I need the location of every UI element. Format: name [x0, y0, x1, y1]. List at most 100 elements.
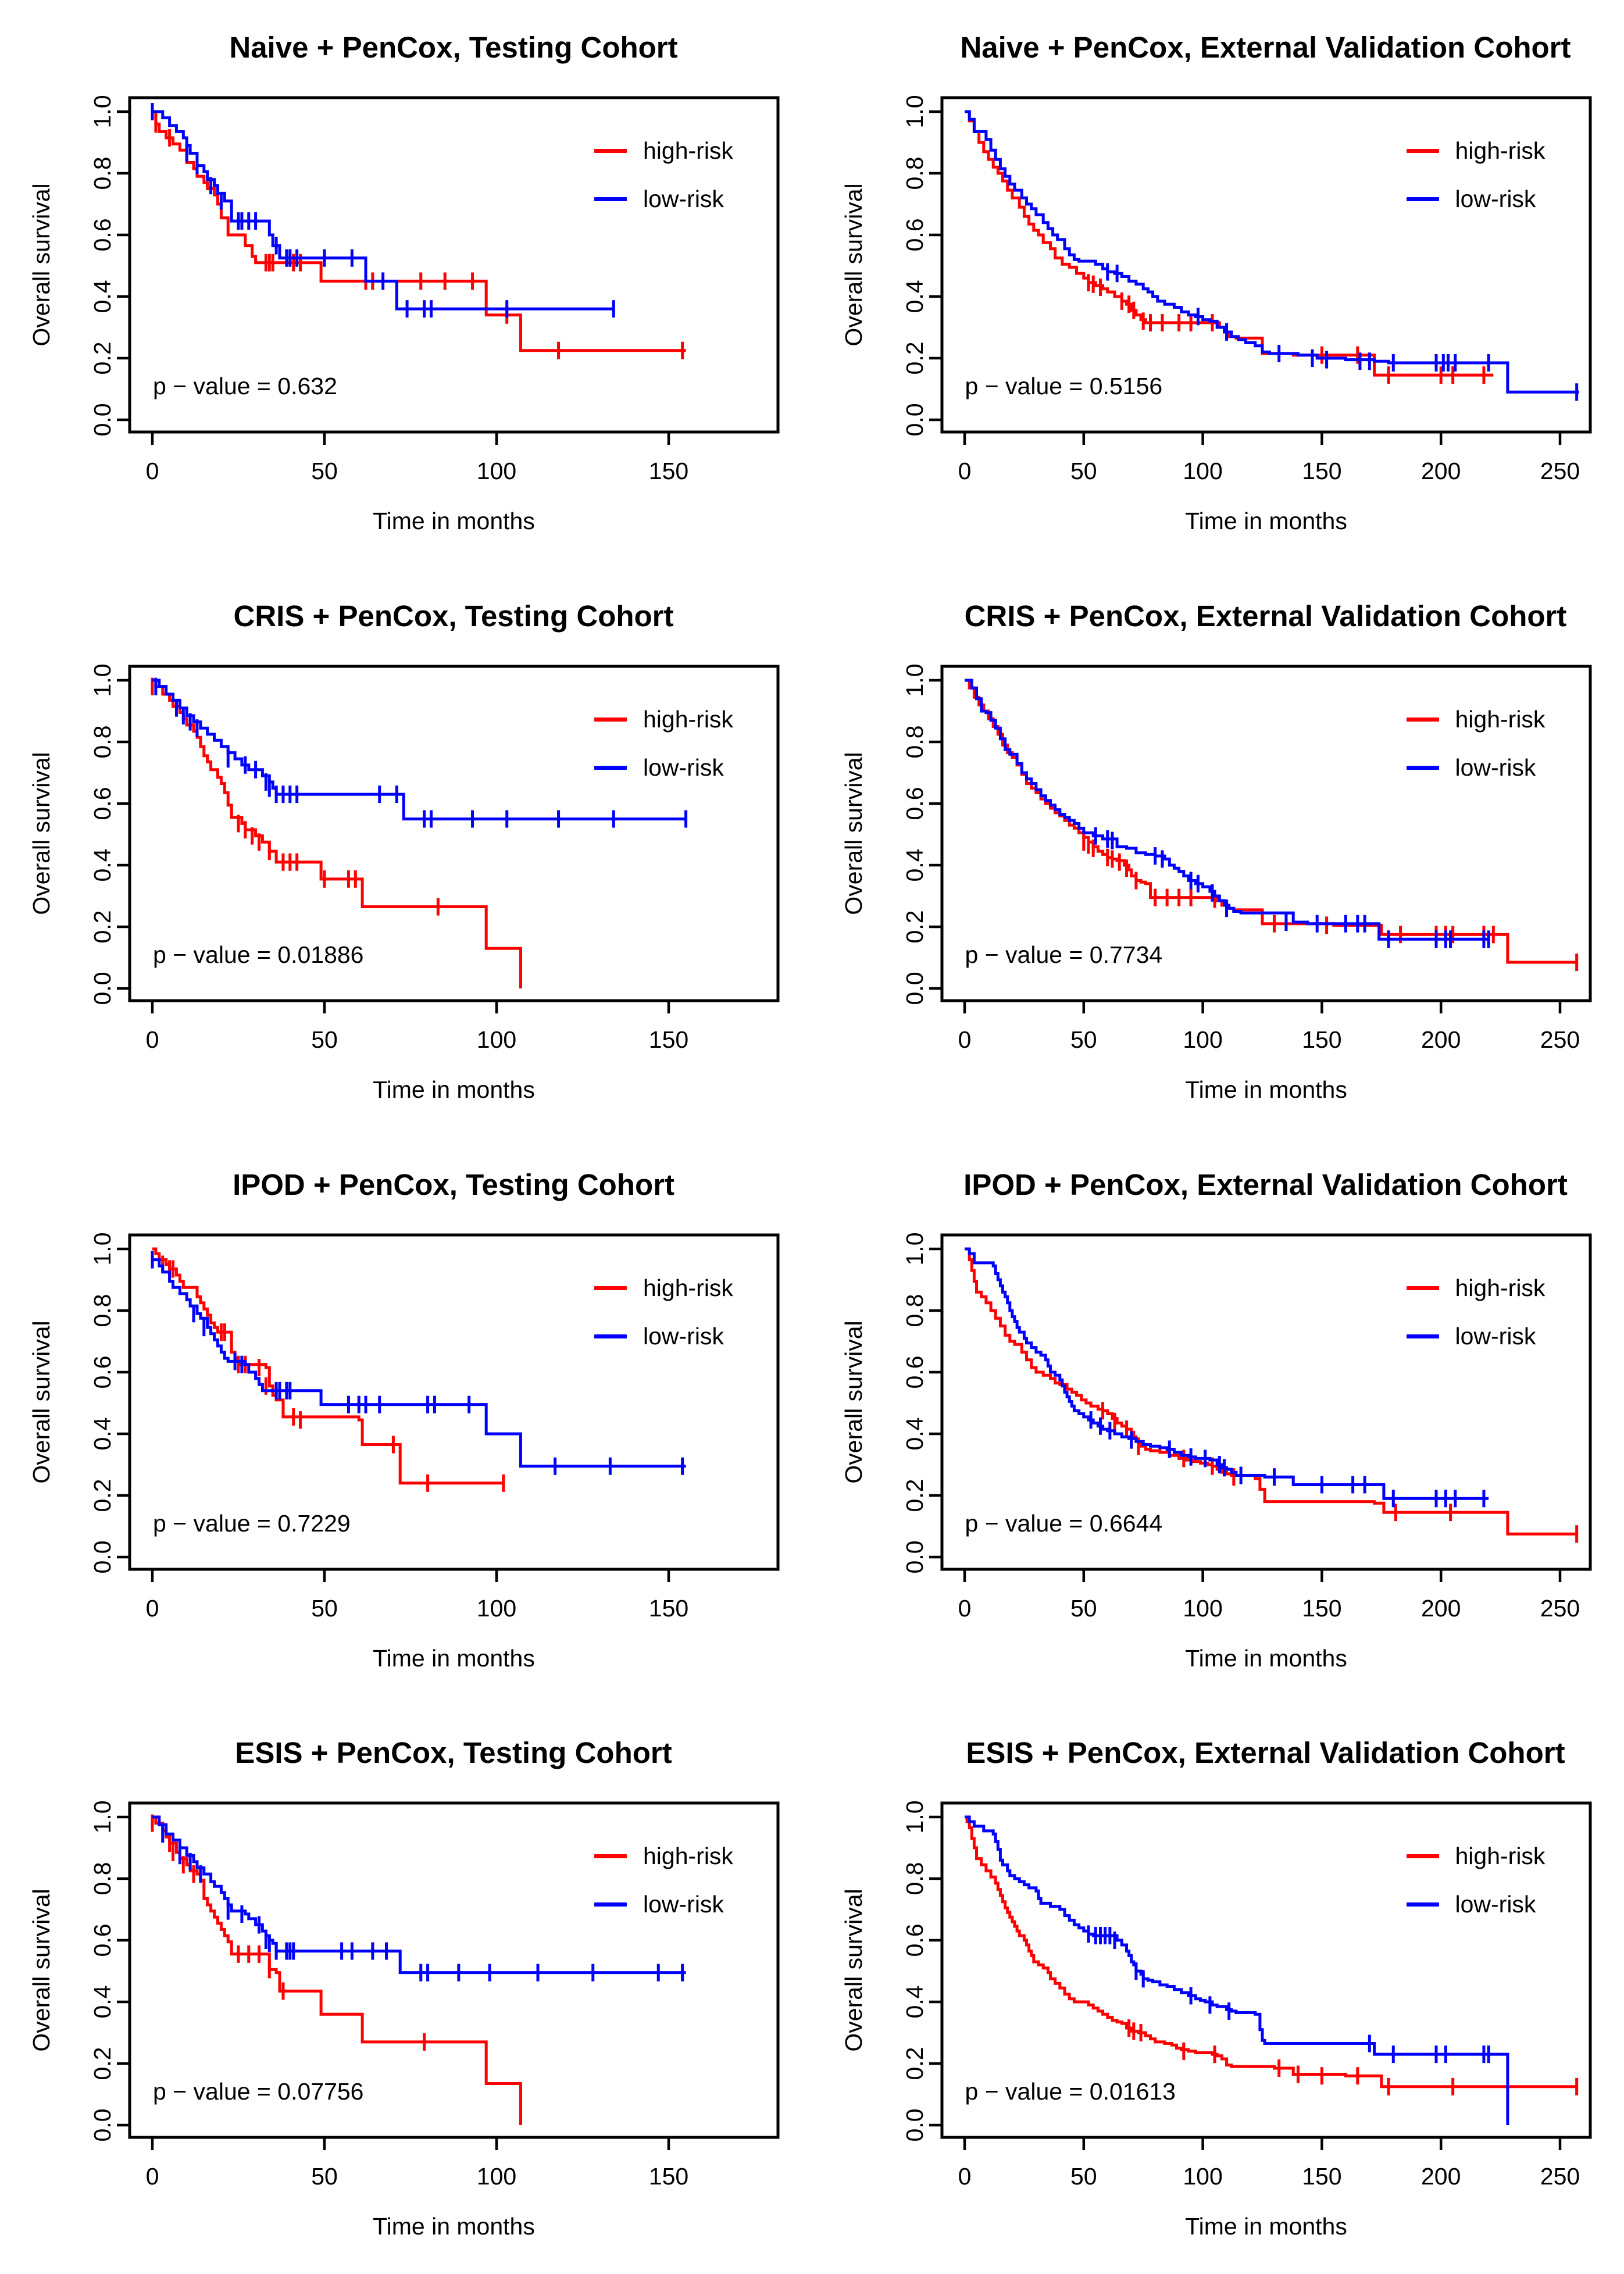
x-tick-label: 200 [1420, 1026, 1460, 1053]
y-tick-label: 0.4 [89, 1986, 116, 2019]
y-tick-label: 0.8 [901, 1862, 928, 1895]
panel-title: ESIS + PenCox, Testing Cohort [235, 1736, 672, 1770]
y-tick-label: 0.8 [89, 725, 116, 758]
km-plot: 0 50 100 150 Time in months 0.0 0.2 0.4 0.6 0.8 1.… [28, 1232, 780, 1672]
km-panel-ipod-testing: IPOD + PenCox, Testing Cohort 0 50 100 150 T… [0, 1137, 812, 1706]
y-tick-label: 0.0 [901, 2109, 928, 2142]
high-risk-survival-curve [964, 1815, 1577, 2089]
high-risk-line-swatch [594, 717, 627, 722]
legend-item-low-risk: low-risk [594, 185, 733, 213]
plot-box [128, 1233, 780, 1570]
y-tick-label: 0.6 [901, 787, 928, 820]
y-tick-label: 1.0 [901, 1232, 928, 1265]
x-tick-label: 150 [1302, 2163, 1341, 2190]
km-plot: 0 50 100 150 200 250 Time in months 0.0 0.2 0.4 0.… [840, 663, 1591, 1103]
high-risk-line-swatch [594, 1854, 627, 1859]
legend-item-high-risk: high-risk [1406, 1843, 1546, 1870]
y-tick-label: 0.4 [89, 848, 116, 881]
y-tick-label: 0.0 [901, 972, 928, 1005]
x-tick-label: 100 [1183, 1026, 1222, 1053]
x-tick-label: 150 [649, 2163, 688, 2190]
low-risk-line-swatch [594, 765, 627, 770]
km-plot: 0 50 100 150 Time in months 0.0 0.2 0.4 0.6 0.8 1.… [28, 1801, 780, 2240]
legend-item-high-risk: high-risk [594, 137, 733, 165]
y-tick-label: 0.4 [901, 280, 928, 313]
km-plot: 0 50 100 150 200 250 Time in months 0.0 0.2 0.4 0.… [840, 95, 1591, 534]
x-tick-label: 0 [958, 458, 971, 484]
legend-label-low-risk: low-risk [643, 185, 724, 212]
y-tick-label: 0.2 [901, 2047, 928, 2080]
y-axis-label: Overall survival [28, 1320, 55, 1483]
y-tick-label: 0.0 [89, 1540, 116, 1573]
y-tick-label: 0.2 [89, 2047, 116, 2080]
y-tick-label: 0.0 [89, 972, 116, 1005]
low-risk-survival-curve [152, 1258, 686, 1468]
y-tick-label: 0.6 [89, 1355, 116, 1388]
legend-label-low-risk: low-risk [1455, 185, 1536, 212]
low-risk-line-swatch [1406, 197, 1439, 201]
y-axis-label: Overall survival [840, 1889, 867, 2052]
y-tick-label: 0.6 [89, 787, 116, 820]
y-tick-label: 0.0 [901, 404, 928, 437]
km-panel-ipod-validation: IPOD + PenCox, External Validation Cohor… [812, 1137, 1624, 1706]
y-tick-label: 0.8 [89, 1862, 116, 1895]
panel-title: CRIS + PenCox, Testing Cohort [233, 599, 674, 633]
legend-item-high-risk: high-risk [594, 1275, 733, 1302]
y-tick-label: 1.0 [901, 663, 928, 697]
x-tick-label: 250 [1540, 2163, 1579, 2190]
km-plot: 0 50 100 150 Time in months 0.0 0.2 0.4 0.6 0.8 1.… [28, 663, 780, 1103]
legend-item-low-risk: low-risk [594, 754, 733, 781]
y-axis-label: Overall survival [28, 1889, 55, 2052]
high-risk-line-swatch [1406, 149, 1439, 153]
legend: high-risk low-risk [594, 1843, 733, 1918]
x-tick-label: 50 [1070, 2163, 1097, 2190]
legend-item-low-risk: low-risk [1406, 185, 1546, 213]
x-tick-label: 100 [477, 1026, 516, 1053]
x-axis-label: Time in months [1185, 1076, 1347, 1103]
x-tick-label: 250 [1540, 1595, 1579, 1622]
low-risk-line-swatch [1406, 1334, 1439, 1338]
y-axis-label: Overall survival [840, 752, 867, 915]
x-tick-label: 0 [958, 2163, 971, 2190]
legend-label-low-risk: low-risk [1455, 1322, 1536, 1350]
y-tick-label: 0.2 [901, 1479, 928, 1512]
low-risk-survival-curve [964, 1247, 1489, 1500]
p-value-label: p − value = 0.5156 [965, 373, 1163, 399]
p-value-label: p − value = 0.6644 [965, 1509, 1163, 1537]
y-tick-label: 0.8 [89, 157, 116, 190]
x-tick-label: 100 [1183, 1595, 1222, 1622]
high-risk-line-swatch [1406, 1286, 1439, 1290]
legend-item-high-risk: high-risk [594, 1843, 733, 1870]
legend-label-high-risk: high-risk [1455, 1843, 1546, 1870]
legend-label-high-risk: high-risk [1455, 1274, 1546, 1301]
km-plot: 0 50 100 150 200 250 Time in months 0.0 0.2 0.4 0.… [840, 1801, 1591, 2240]
x-tick-label: 50 [311, 1026, 338, 1053]
high-risk-line-swatch [1406, 1854, 1439, 1859]
plot-box [940, 1233, 1591, 1570]
plot-box [128, 96, 780, 434]
panel-title: Naive + PenCox, External Validation Coho… [960, 31, 1571, 64]
y-tick-label: 0.2 [89, 1479, 116, 1512]
y-tick-label: 1.0 [89, 1232, 116, 1265]
legend-label-low-risk: low-risk [643, 1322, 724, 1350]
y-tick-label: 1.0 [901, 95, 928, 128]
p-value-label: p − value = 0.01613 [965, 2078, 1176, 2105]
legend-label-high-risk: high-risk [643, 705, 733, 733]
panel-title: IPOD + PenCox, External Validation Cohor… [963, 1168, 1568, 1201]
y-tick-label: 0.4 [89, 1417, 116, 1450]
legend-item-high-risk: high-risk [1406, 137, 1545, 165]
x-tick-label: 200 [1420, 1595, 1460, 1622]
y-tick-label: 0.4 [89, 280, 116, 313]
low-risk-line-swatch [594, 1902, 627, 1907]
legend-item-high-risk: high-risk [1406, 706, 1545, 733]
plot-box [128, 1801, 780, 2139]
y-axis-label: Overall survival [840, 183, 867, 346]
legend: high-risk low-risk [1406, 706, 1545, 781]
high-risk-survival-curve [964, 110, 1493, 377]
y-tick-label: 0.2 [901, 342, 928, 375]
legend-label-low-risk: low-risk [1455, 1891, 1536, 1918]
y-tick-label: 1.0 [89, 95, 116, 128]
legend-label-low-risk: low-risk [643, 1891, 724, 1918]
x-axis-label: Time in months [1185, 508, 1347, 534]
y-tick-label: 1.0 [901, 1801, 928, 1834]
